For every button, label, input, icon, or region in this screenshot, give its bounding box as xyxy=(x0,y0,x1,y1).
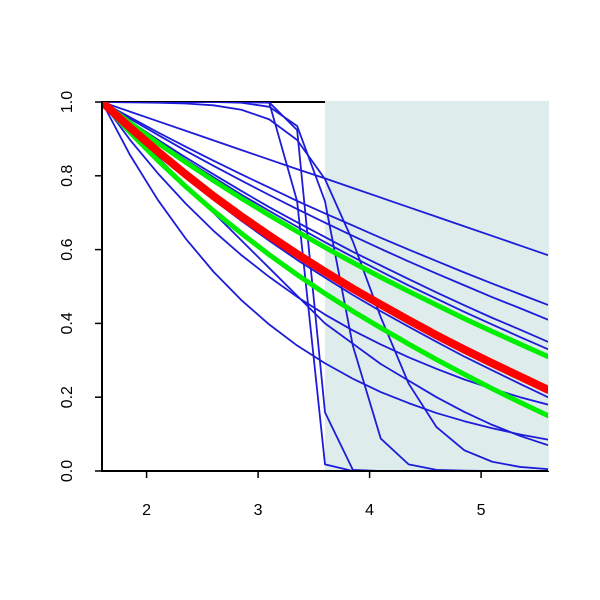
y-tick-label: 1.0 xyxy=(59,91,76,113)
y-tick-label: 0.8 xyxy=(59,165,76,187)
data-line xyxy=(102,102,548,441)
data-line xyxy=(102,102,548,471)
shaded-region xyxy=(325,101,549,471)
y-tick-label: 0.4 xyxy=(59,312,76,334)
data-line xyxy=(102,102,548,406)
y-tick-label: 0.6 xyxy=(59,238,76,260)
data-line xyxy=(102,102,548,419)
y-tick-label: 0.2 xyxy=(59,386,76,408)
x-tick-label: 3 xyxy=(254,502,263,519)
y-tick-label: 0.0 xyxy=(59,460,76,482)
data-line xyxy=(102,102,548,394)
data-line xyxy=(102,102,548,306)
x-tick-label: 2 xyxy=(142,502,151,519)
data-line xyxy=(102,102,548,321)
data-line xyxy=(102,102,548,360)
x-tick-label: 4 xyxy=(365,502,374,519)
data-line xyxy=(102,102,548,471)
x-tick-label: 5 xyxy=(477,502,486,519)
plot-lines xyxy=(102,102,548,471)
data-line xyxy=(102,102,548,471)
data-line xyxy=(102,102,548,343)
